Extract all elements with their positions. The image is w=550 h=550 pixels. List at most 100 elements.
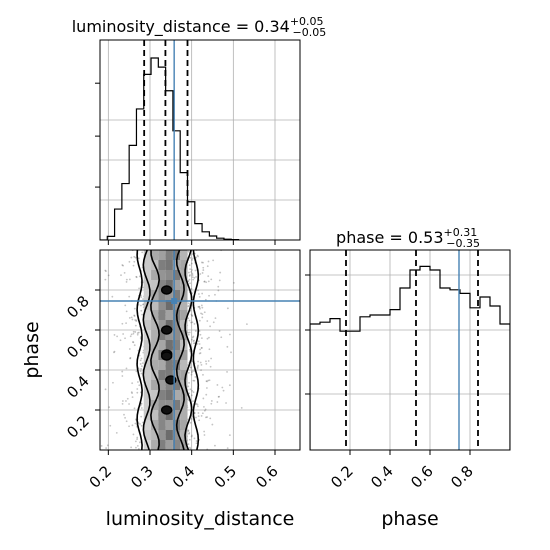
joint-density-cell [158, 420, 166, 430]
joint-scatter-point [207, 360, 210, 362]
phase-x-tick-label: 0.8 [447, 462, 477, 492]
joint-scatter-point [128, 295, 131, 298]
joint-scatter-point [189, 388, 192, 391]
joint-contour-peak [160, 405, 173, 415]
joint-density-cell [158, 320, 166, 330]
joint-scatter-point [205, 281, 208, 284]
joint-scatter-point [198, 330, 201, 333]
joint-scatter-point [230, 351, 232, 354]
joint-scatter-point [208, 379, 211, 382]
joint-scatter-point [200, 363, 203, 366]
joint-scatter-point [122, 333, 125, 335]
joint-y-tick-label: 0.8 [63, 292, 93, 322]
joint-scatter-point [198, 419, 201, 422]
joint-scatter-point [198, 343, 201, 345]
joint-scatter-point [203, 311, 206, 314]
joint-scatter-point [187, 333, 190, 336]
joint-scatter-point [142, 298, 144, 300]
joint-density-cell [165, 320, 173, 330]
joint-scatter-point [191, 321, 194, 324]
joint-scatter-point [201, 306, 204, 309]
joint-scatter-point [137, 257, 140, 260]
joint-scatter-point [197, 305, 200, 308]
joint-scatter-point [195, 276, 197, 278]
joint-density-cell [165, 380, 173, 390]
joint-scatter-point [203, 430, 206, 433]
joint-scatter-point [191, 259, 193, 261]
joint-scatter-point [197, 412, 200, 414]
joint-scatter-point [137, 447, 140, 450]
joint-scatter-point [188, 275, 191, 277]
joint-density-cell [172, 320, 181, 330]
joint-density-cell [158, 300, 166, 310]
joint-panel: 0.2 0.3 0.4 0.5 0.6 0.2 0.4 0.6 0.8 luminosity_… [21, 249, 301, 530]
joint-scatter-point [140, 402, 143, 405]
joint-density-cell [165, 410, 173, 420]
joint-scatter-point [190, 373, 193, 376]
lumdist-title-plus: +0.05 [290, 15, 324, 28]
joint-scatter-point [205, 387, 208, 389]
joint-scatter-point [126, 397, 129, 400]
joint-density-cell [143, 430, 152, 440]
joint-density-cell [143, 280, 152, 290]
joint-density-cell [165, 280, 173, 290]
joint-scatter-point [195, 442, 198, 445]
joint-scatter-point [209, 417, 212, 420]
joint-scatter-point [201, 313, 204, 316]
joint-density-cell [165, 420, 173, 430]
joint-scatter-point [208, 348, 211, 351]
joint-scatter-point [200, 346, 203, 349]
joint-density-cell [180, 430, 188, 440]
joint-scatter-point [203, 280, 206, 283]
joint-density-cell [172, 350, 181, 360]
joint-y-ticks: 0.2 0.4 0.6 0.8 [63, 289, 100, 442]
joint-scatter-point [189, 256, 192, 259]
joint-scatter-point [135, 320, 138, 323]
joint-truth-marker [171, 298, 178, 304]
joint-scatter-point [104, 278, 107, 281]
joint-density-cell [165, 290, 173, 300]
joint-scatter-point [200, 261, 203, 264]
joint-scatter-point [111, 295, 114, 298]
joint-scatter-point [128, 348, 131, 350]
joint-scatter-point [189, 366, 192, 369]
joint-scatter-point [187, 430, 190, 433]
joint-density-cell [158, 310, 166, 320]
joint-scatter-point [193, 437, 196, 440]
joint-density-cell [158, 330, 166, 340]
joint-scatter-point [191, 272, 194, 275]
joint-density-cell [151, 280, 159, 290]
joint-y-tick-label: 0.2 [63, 412, 93, 442]
x-axis-label-phase: phase [381, 508, 438, 530]
joint-scatter-point [141, 251, 144, 254]
joint-scatter-point [193, 323, 196, 325]
joint-density-cell [143, 360, 152, 370]
joint-scatter-point [219, 271, 222, 274]
joint-density-cell [151, 340, 159, 350]
phase-title: phase = 0.53+0.31 −0.35 [336, 226, 480, 250]
joint-scatter-point [206, 320, 209, 322]
joint-scatter-point [198, 295, 201, 298]
joint-scatter-point [200, 415, 203, 417]
joint-scatter-point [136, 333, 139, 336]
joint-scatter-point [190, 321, 192, 324]
joint-scatter-point [199, 348, 201, 351]
joint-scatter-point [128, 403, 130, 405]
joint-density-cell [143, 310, 152, 320]
joint-density-cell [158, 340, 166, 350]
joint-scatter-point [131, 392, 133, 395]
joint-scatter-point [218, 395, 220, 398]
joint-scatter-point [191, 269, 193, 271]
joint-contour-inner-right [175, 250, 185, 450]
joint-scatter-point [200, 304, 203, 307]
joint-density-cell [172, 250, 181, 260]
phase-x-ticks: 0.2 0.4 0.6 0.8 [327, 450, 477, 492]
joint-scatter-point [124, 337, 126, 340]
joint-density-cell [143, 420, 152, 430]
joint-scatter-point [131, 382, 134, 385]
joint-density-cell [165, 340, 173, 350]
joint-contour-peak [160, 325, 173, 335]
joint-density-cell [180, 330, 188, 340]
joint-scatter-point [190, 435, 193, 438]
joint-density-cell [172, 300, 181, 310]
